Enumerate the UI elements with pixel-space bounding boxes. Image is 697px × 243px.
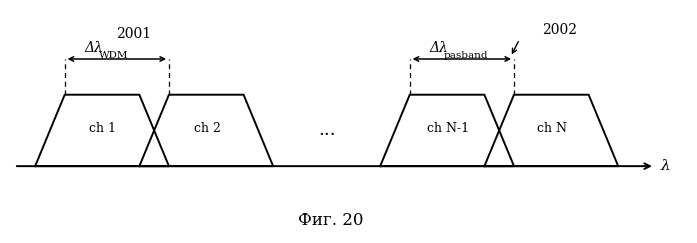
Text: ...: ...: [318, 122, 335, 139]
Text: Δλ: Δλ: [84, 41, 103, 55]
Text: ch 1: ch 1: [89, 122, 116, 135]
Polygon shape: [484, 95, 618, 166]
Text: Фиг. 20: Фиг. 20: [298, 212, 364, 229]
Text: λ: λ: [661, 159, 670, 173]
Text: WDM: WDM: [98, 51, 128, 60]
Polygon shape: [139, 95, 273, 166]
Polygon shape: [35, 95, 169, 166]
Text: ch 2: ch 2: [194, 122, 220, 135]
Text: Δλ: Δλ: [429, 41, 448, 55]
Text: ch N: ch N: [537, 122, 567, 135]
Text: 2001: 2001: [116, 27, 151, 41]
Polygon shape: [380, 95, 514, 166]
Text: 2002: 2002: [542, 23, 577, 37]
Text: ch N-1: ch N-1: [427, 122, 469, 135]
Text: pasband: pasband: [443, 51, 488, 60]
